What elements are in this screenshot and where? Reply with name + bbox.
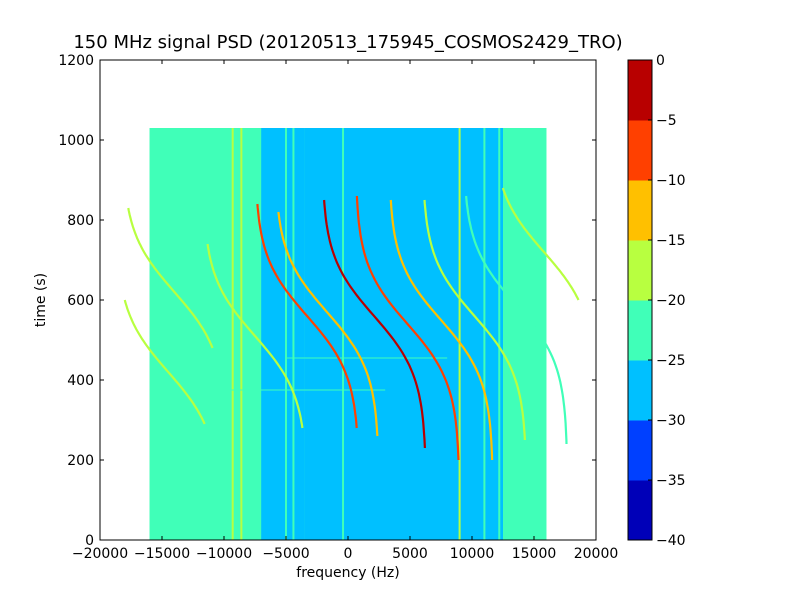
- doppler-trace: [423, 199, 526, 441]
- x-tick-label: 0: [344, 546, 353, 562]
- doppler-trace: [465, 195, 568, 445]
- doppler-trace: [389, 199, 494, 461]
- x-tick-label: −20000: [72, 546, 128, 562]
- x-tick-label: −10000: [196, 546, 252, 562]
- colorbar-segment: [628, 480, 652, 541]
- colorbar: 0 −5 −10 −15 −20 −25 −30 −35 −40: [627, 53, 686, 549]
- colorbar-segment: [628, 240, 652, 301]
- x-tick-label: −15000: [134, 546, 190, 562]
- colorbar-tick-label: −10: [656, 173, 686, 189]
- doppler-trace: [123, 299, 206, 425]
- doppler-trace: [277, 211, 379, 437]
- doppler-trace: [206, 243, 304, 429]
- y-tick-label: 800: [67, 213, 94, 229]
- x-tick-label: 15000: [512, 546, 557, 562]
- colorbar-segment: [628, 300, 652, 361]
- colorbar-segment: [628, 180, 652, 241]
- y-tick-label: 1000: [58, 133, 94, 149]
- colorbar-segment: [628, 360, 652, 421]
- noise-floor-region: [261, 128, 305, 540]
- x-tick-label: 20000: [574, 546, 619, 562]
- doppler-trace: [355, 195, 460, 461]
- plot-area: [123, 128, 580, 540]
- colorbar-tick-label: −25: [656, 353, 686, 369]
- x-tick-label: −5000: [262, 546, 309, 562]
- colorbar-tick-label: −40: [656, 533, 686, 549]
- colorbar-tick-label: −15: [656, 233, 686, 249]
- y-tick-label: 400: [67, 373, 94, 389]
- x-tick-label: 5000: [392, 546, 428, 562]
- colorbar-tick-label: −30: [656, 413, 686, 429]
- x-axis-label: frequency (Hz): [296, 565, 399, 581]
- y-tick-label: 1200: [58, 53, 94, 69]
- colorbar-tick-label: −20: [656, 293, 686, 309]
- colorbar-segment: [628, 420, 652, 481]
- doppler-trace: [501, 187, 580, 301]
- x-tick-label: 10000: [450, 546, 495, 562]
- doppler-trace: [127, 207, 214, 349]
- axes: −20000 −15000 −10000 −5000 0 5000 10000 15000 20…: [58, 53, 618, 562]
- y-tick-label: 0: [85, 533, 94, 549]
- doppler-trace: [256, 203, 358, 429]
- colorbar-tick-label: 0: [656, 53, 665, 69]
- colorbar-tick-label: −35: [656, 473, 686, 489]
- colorbar-segment: [628, 120, 652, 181]
- doppler-trace: [323, 199, 426, 449]
- y-tick-label: 600: [67, 293, 94, 309]
- y-tick-label: 200: [67, 453, 94, 469]
- noise-floor-region: [304, 128, 503, 540]
- chart-title: 150 MHz signal PSD (20120513_175945_COSM…: [73, 32, 622, 53]
- y-axis-label: time (s): [33, 273, 49, 327]
- colorbar-segment: [628, 60, 652, 121]
- colorbar-tick-label: −5: [656, 113, 677, 129]
